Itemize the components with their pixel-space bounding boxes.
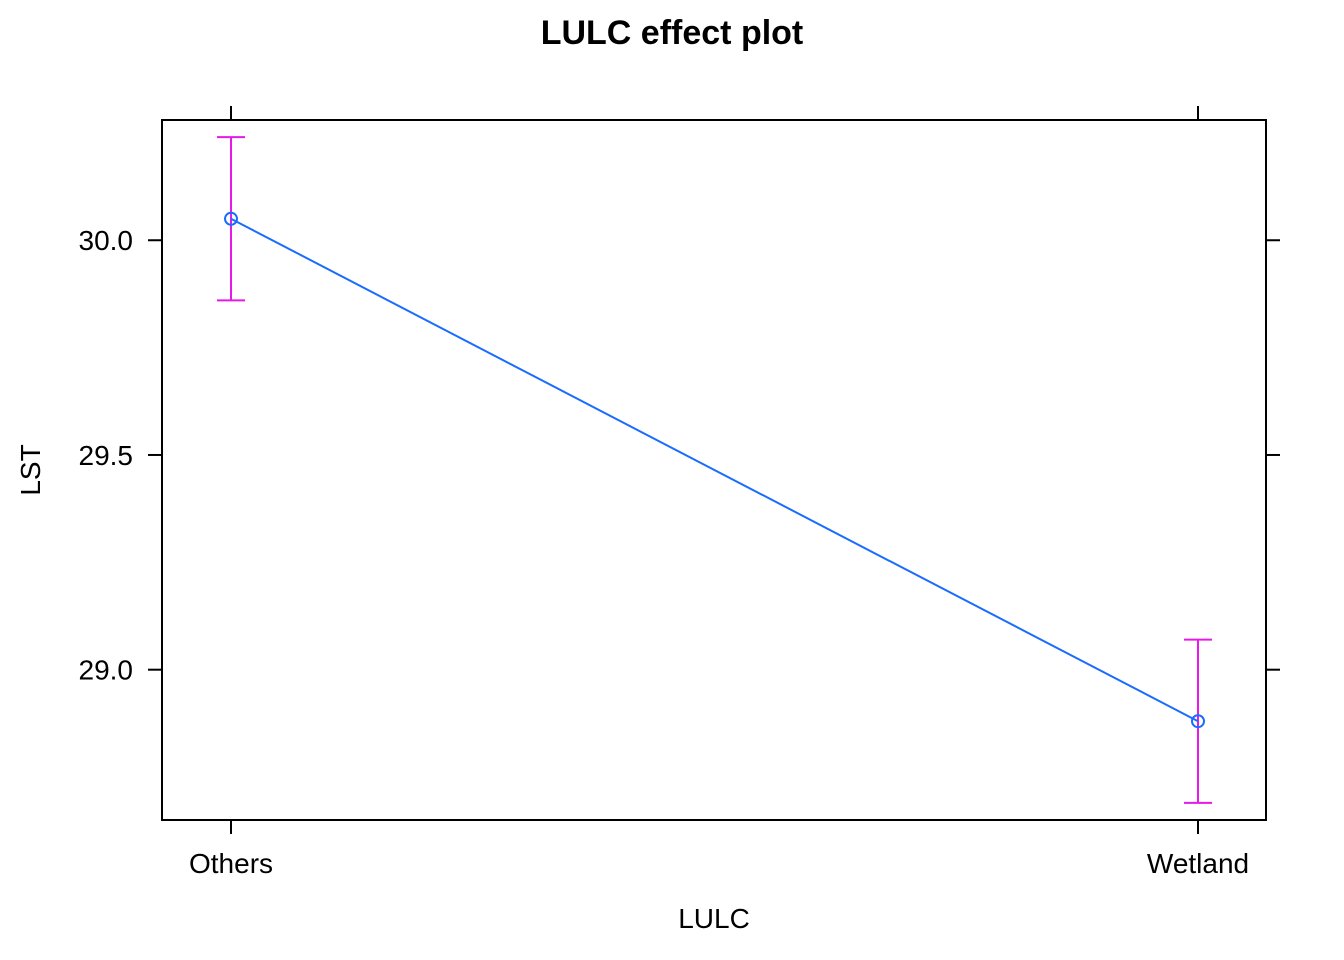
x-tick-label-0: Others <box>189 848 273 879</box>
data-point-1 <box>1191 714 1205 729</box>
y-tick-label-0: 29.0 <box>79 655 134 686</box>
series-line <box>230 217 1199 723</box>
chart-title: LULC effect plot <box>541 14 804 52</box>
data-point-0 <box>224 211 238 226</box>
series-line-group <box>224 211 1205 729</box>
y-axis: 29.0 29.5 30.0 <box>79 225 1280 686</box>
x-axis: Others Wetland <box>189 106 1249 879</box>
x-tick-label-1: Wetland <box>1147 848 1249 879</box>
y-tick-label-2: 30.0 <box>79 225 134 256</box>
x-axis-label: LULC <box>678 903 750 934</box>
y-axis-label: LST <box>15 444 46 495</box>
y-tick-label-1: 29.5 <box>79 440 134 471</box>
plot-frame <box>161 119 1267 821</box>
